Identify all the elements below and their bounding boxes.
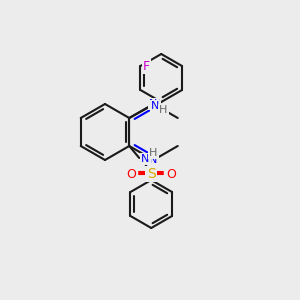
Text: S: S xyxy=(147,167,156,181)
Text: N: N xyxy=(149,99,158,109)
Text: N: N xyxy=(151,101,159,111)
Text: N: N xyxy=(149,155,158,165)
Text: F: F xyxy=(143,59,150,73)
Text: N: N xyxy=(141,154,149,164)
Text: H: H xyxy=(149,148,158,158)
Text: O: O xyxy=(166,167,176,181)
Text: O: O xyxy=(126,167,136,181)
Text: H: H xyxy=(159,105,167,115)
